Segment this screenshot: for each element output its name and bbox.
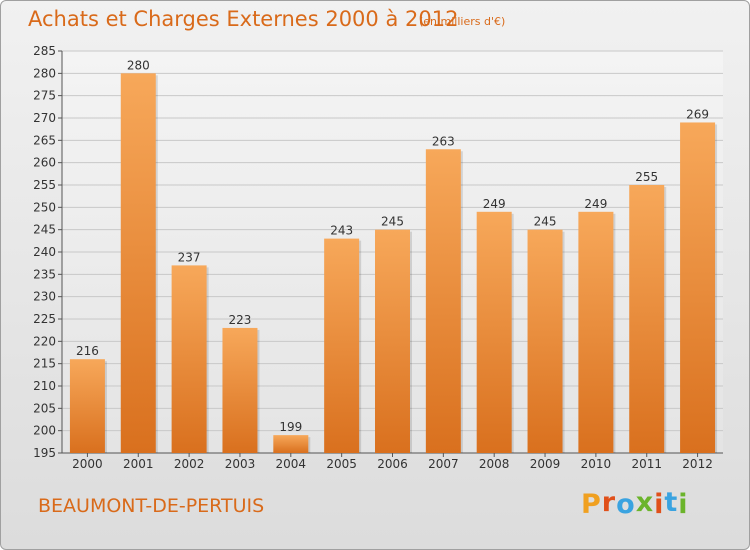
- logo-letter: i: [654, 489, 665, 520]
- y-tick-label: 240: [33, 245, 56, 259]
- proxiti-logo: Proxiti: [581, 487, 689, 520]
- x-tick-label: 2002: [174, 457, 205, 471]
- bar: [680, 122, 716, 453]
- y-tick-label: 220: [33, 334, 56, 348]
- y-tick-label: 280: [33, 66, 56, 80]
- data-label: 269: [686, 107, 709, 121]
- y-tick-label: 215: [33, 357, 56, 371]
- y-tick-label: 225: [33, 312, 56, 326]
- y-tick-label: 195: [33, 446, 56, 460]
- bar: [425, 149, 461, 453]
- data-label: 245: [381, 215, 404, 229]
- bar: [273, 435, 309, 453]
- data-label: 237: [178, 250, 201, 264]
- y-tick-label: 245: [33, 223, 56, 237]
- data-label: 280: [127, 58, 150, 72]
- commune-name: BEAUMONT-DE-PERTUIS: [38, 495, 265, 517]
- bar: [171, 265, 207, 453]
- x-tick-label: 2001: [123, 457, 154, 471]
- chart-title: Achats et Charges Externes 2000 à 2012: [28, 7, 459, 31]
- x-tick-label: 2005: [326, 457, 357, 471]
- data-label: 263: [432, 134, 455, 148]
- y-tick-label: 255: [33, 178, 56, 192]
- y-tick-label: 230: [33, 290, 56, 304]
- bar: [578, 211, 614, 453]
- logo-letter: t: [664, 487, 679, 518]
- logo-letter: o: [616, 489, 636, 520]
- logo-letter: r: [601, 487, 617, 518]
- data-label: 245: [534, 215, 557, 229]
- x-tick-label: 2012: [682, 457, 713, 471]
- x-tick-label: 2006: [377, 457, 408, 471]
- y-tick-label: 265: [33, 133, 56, 147]
- x-tick-label: 2010: [581, 457, 612, 471]
- chart-unit: (en milliers d'€): [419, 15, 506, 28]
- data-label: 249: [584, 197, 607, 211]
- y-tick-label: 275: [33, 89, 56, 103]
- data-label: 243: [330, 224, 353, 238]
- data-label: 216: [76, 344, 99, 358]
- bar: [69, 359, 105, 453]
- x-tick-label: 2000: [72, 457, 103, 471]
- bar: [527, 229, 563, 453]
- y-tick-label: 200: [33, 424, 56, 438]
- data-label: 199: [279, 420, 302, 434]
- y-tick-label: 205: [33, 401, 56, 415]
- bar: [629, 185, 665, 453]
- bar: [375, 229, 410, 453]
- y-tick-label: 250: [33, 200, 56, 214]
- x-tick-label: 2009: [530, 457, 561, 471]
- x-tick-label: 2004: [276, 457, 307, 471]
- bar: [476, 211, 512, 453]
- data-label: 223: [229, 313, 252, 327]
- x-tick-label: 2011: [631, 457, 662, 471]
- logo-letter: i: [678, 489, 689, 520]
- y-tick-label: 260: [33, 156, 56, 170]
- logo-letter: P: [581, 489, 602, 520]
- y-tick-label: 210: [33, 379, 56, 393]
- x-tick-label: 2003: [225, 457, 256, 471]
- bar: [120, 73, 156, 453]
- y-tick-label: 285: [33, 44, 56, 58]
- x-tick-label: 2008: [479, 457, 510, 471]
- data-label: 249: [483, 197, 506, 211]
- logo-letter: x: [635, 487, 655, 518]
- y-tick-label: 235: [33, 267, 56, 281]
- bar: [222, 327, 258, 453]
- x-tick-label: 2007: [428, 457, 459, 471]
- data-label: 255: [635, 170, 658, 184]
- y-tick-label: 270: [33, 111, 56, 125]
- bar: [324, 238, 360, 453]
